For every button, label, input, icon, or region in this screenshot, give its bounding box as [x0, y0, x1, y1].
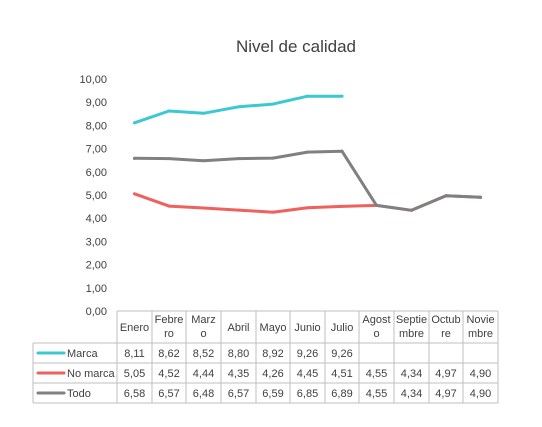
table-cell-value: 4,55 — [366, 388, 387, 400]
y-tick-label: 9,00 — [86, 97, 107, 109]
data-point — [306, 206, 309, 210]
data-point — [133, 192, 136, 196]
y-tick-label: 3,00 — [86, 236, 107, 248]
table-cell-value: 4,51 — [331, 368, 352, 380]
table-cell-value: 4,34 — [401, 388, 422, 400]
series-line-3 — [133, 149, 482, 212]
category-label: o — [200, 328, 206, 340]
table-cell-value: 4,45 — [297, 368, 318, 380]
category-label: Novie — [466, 314, 494, 326]
category-label: Enero — [120, 322, 149, 334]
table-cell-value: 6,89 — [331, 388, 352, 400]
category-label: ro — [164, 328, 174, 340]
data-point — [410, 208, 413, 212]
table-cell-value: 8,11 — [124, 348, 145, 360]
series-line-1 — [133, 94, 344, 125]
table-cell-value: 8,80 — [228, 348, 249, 360]
data-point — [237, 105, 240, 109]
chart-title: Nivel de calidad — [236, 37, 356, 56]
data-point — [340, 204, 344, 208]
legend-label: Marca — [67, 348, 98, 360]
category-label: Octub — [431, 314, 460, 326]
category-label: mbre — [399, 328, 424, 340]
y-axis: 0,00 1,00 2,00 3,00 4,00 5,00 6,00 7,00 8,00 9,00… — [79, 74, 107, 318]
table-cell-value: 4,97 — [435, 368, 456, 380]
table-cell-value: 4,55 — [366, 368, 387, 380]
category-label: Septie — [396, 314, 427, 326]
data-point — [167, 204, 171, 208]
table-cell-value: 9,26 — [331, 348, 352, 360]
data-point — [271, 210, 275, 214]
category-label: Agost — [362, 314, 390, 326]
y-tick-label: 7,00 — [86, 144, 107, 156]
data-point — [237, 208, 240, 212]
table-cell-value: 4,44 — [193, 368, 214, 380]
y-tick-label: 6,00 — [86, 167, 107, 179]
category-label: Marz — [191, 314, 215, 326]
category-label: o — [373, 328, 379, 340]
data-point — [202, 111, 205, 115]
table-cell-value: 6,57 — [158, 388, 179, 400]
y-tick-label: 5,00 — [86, 190, 107, 202]
category-label: Julio — [331, 322, 354, 334]
y-tick-label: 8,00 — [86, 120, 107, 132]
series-lines — [133, 94, 482, 214]
table-cell-value: 4,35 — [228, 368, 249, 380]
table-cell-value: 6,59 — [262, 388, 283, 400]
table-cell-value: 8,62 — [158, 348, 179, 360]
data-point — [167, 157, 171, 161]
table-cell-value: 4,90 — [470, 388, 491, 400]
category-label: Mayo — [260, 322, 287, 334]
data-point — [167, 109, 171, 113]
data-point — [202, 159, 205, 163]
table-cell-value: 6,85 — [297, 388, 318, 400]
data-point — [237, 157, 240, 161]
legend-label: Todo — [67, 388, 91, 400]
data-point — [306, 150, 309, 154]
data-point — [340, 149, 344, 153]
category-label: Febre — [155, 314, 184, 326]
data-point — [479, 195, 482, 199]
data-point — [133, 156, 136, 160]
y-tick-label: 4,00 — [86, 213, 107, 225]
data-table: Enero Febre ro Marz o Abril Mayo Junio Julio Agos… — [32, 310, 499, 404]
data-point — [202, 206, 205, 210]
category-label: re — [441, 328, 451, 340]
table-cell-value: 4,26 — [262, 368, 283, 380]
category-label: Junio — [294, 322, 320, 334]
y-tick-label: 2,00 — [86, 260, 107, 272]
y-tick-label: 10,00 — [79, 74, 107, 86]
table-cell-value: 4,90 — [470, 368, 491, 380]
data-point — [271, 102, 275, 106]
table-cell-value: 5,05 — [124, 368, 145, 380]
table-cell-value: 6,57 — [228, 388, 249, 400]
table-cell-value: 8,92 — [262, 348, 283, 360]
data-point — [306, 94, 309, 98]
table-cell-value: 6,48 — [193, 388, 214, 400]
table-cell-value: 4,34 — [401, 368, 422, 380]
data-point — [271, 156, 275, 160]
data-point — [340, 94, 344, 98]
table-cell-value: 9,26 — [297, 348, 318, 360]
data-point — [444, 194, 448, 198]
table-cell-value: 4,97 — [435, 388, 456, 400]
y-tick-label: 1,00 — [86, 283, 107, 295]
table-cell-value: 6,58 — [124, 388, 145, 400]
data-point — [133, 121, 136, 125]
category-label: Abril — [227, 322, 249, 334]
table-cell-value: 8,52 — [193, 348, 214, 360]
y-tick-label: 0,00 — [86, 306, 107, 318]
category-label: mbre — [468, 328, 493, 340]
data-point — [375, 203, 378, 207]
table-cell-value: 4,52 — [158, 368, 179, 380]
legend-label: No marca — [67, 368, 116, 380]
